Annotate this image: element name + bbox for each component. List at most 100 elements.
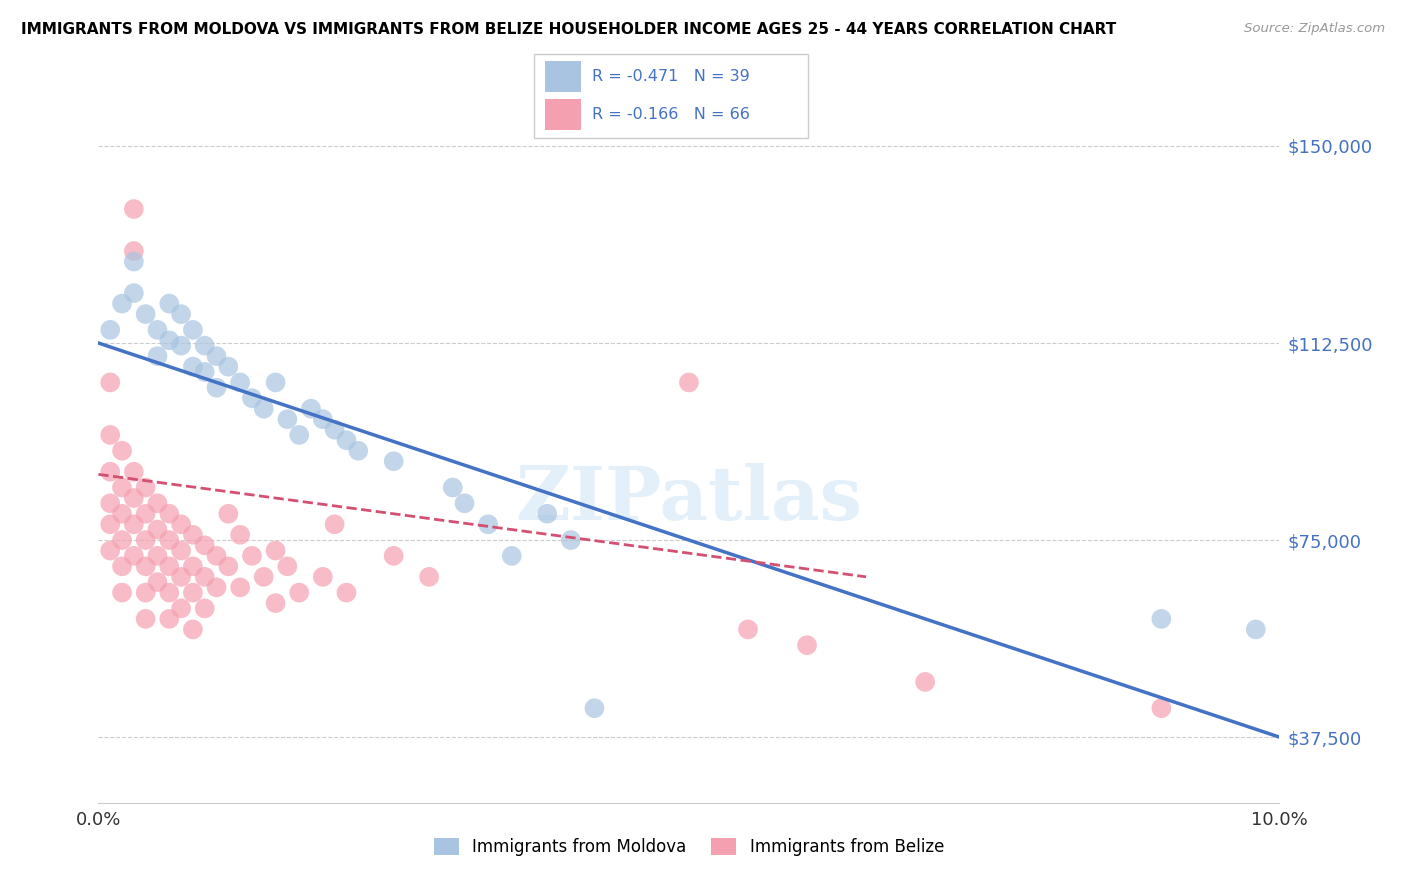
Point (157, 612, 180, 626)
Point (253, 570, 276, 584)
Point (146, 549, 169, 563)
Point (181, 359, 204, 374)
Point (135, 559, 157, 574)
Point (98, 496, 121, 510)
Point (560, 533, 582, 547)
Point (441, 481, 464, 495)
Point (135, 585, 157, 599)
Point (205, 349, 228, 363)
Point (135, 507, 157, 521)
Point (181, 528, 204, 542)
Point (135, 481, 157, 495)
Point (157, 585, 180, 599)
Point (157, 559, 180, 574)
Point (796, 638, 818, 652)
Legend: Immigrants from Moldova, Immigrants from Belize: Immigrants from Moldova, Immigrants from… (427, 831, 950, 863)
Point (264, 376, 287, 390)
Point (122, 244, 145, 258)
Point (477, 517, 499, 532)
Point (382, 549, 405, 563)
Point (276, 559, 298, 574)
Point (194, 338, 217, 352)
Point (276, 412, 298, 426)
Point (453, 496, 475, 510)
Point (157, 334, 180, 348)
Point (146, 523, 169, 537)
Point (111, 481, 134, 495)
Point (229, 376, 252, 390)
Point (914, 675, 936, 690)
Bar (546, 62, 581, 92)
Text: ZIPatlas: ZIPatlas (516, 463, 862, 536)
Point (135, 307, 157, 321)
Point (111, 533, 134, 547)
Point (240, 391, 263, 405)
Point (288, 428, 311, 442)
Point (122, 491, 145, 505)
Point (111, 559, 134, 574)
Point (312, 412, 335, 426)
Point (335, 434, 357, 448)
Text: R = -0.166   N = 66: R = -0.166 N = 66 (592, 107, 749, 122)
Point (229, 528, 252, 542)
Point (98, 517, 121, 532)
Point (111, 296, 134, 310)
Point (181, 623, 204, 637)
Point (583, 701, 606, 715)
Text: Source: ZipAtlas.com: Source: ZipAtlas.com (1244, 22, 1385, 36)
Point (170, 570, 193, 584)
Point (146, 496, 169, 510)
Point (122, 202, 145, 216)
Point (335, 585, 357, 599)
Point (1150, 701, 1173, 715)
Point (501, 549, 523, 563)
Point (194, 538, 217, 552)
Point (217, 559, 239, 574)
Point (194, 570, 217, 584)
Point (240, 549, 263, 563)
Point (288, 585, 311, 599)
Point (737, 623, 759, 637)
Point (122, 549, 145, 563)
Text: R = -0.471   N = 39: R = -0.471 N = 39 (592, 69, 749, 84)
Point (217, 359, 239, 374)
Point (1244, 623, 1267, 637)
Point (312, 570, 335, 584)
Point (157, 533, 180, 547)
Point (205, 580, 228, 594)
Point (323, 423, 346, 437)
Point (170, 517, 193, 532)
Text: IMMIGRANTS FROM MOLDOVA VS IMMIGRANTS FROM BELIZE HOUSEHOLDER INCOME AGES 25 - 4: IMMIGRANTS FROM MOLDOVA VS IMMIGRANTS FR… (21, 22, 1116, 37)
Point (146, 349, 169, 363)
Point (264, 543, 287, 558)
Point (146, 575, 169, 590)
Point (157, 507, 180, 521)
Point (299, 401, 322, 416)
Point (122, 517, 145, 532)
Point (135, 533, 157, 547)
Point (170, 601, 193, 615)
Point (170, 307, 193, 321)
Point (205, 381, 228, 395)
Point (122, 254, 145, 268)
Point (418, 570, 440, 584)
Point (382, 454, 405, 468)
Point (122, 286, 145, 301)
Point (181, 559, 204, 574)
Point (146, 323, 169, 337)
Point (347, 443, 370, 458)
Point (98, 376, 121, 390)
Point (170, 543, 193, 558)
Point (181, 323, 204, 337)
FancyBboxPatch shape (534, 54, 808, 138)
Point (253, 401, 276, 416)
Point (217, 507, 239, 521)
Point (111, 585, 134, 599)
Point (98, 323, 121, 337)
Point (111, 507, 134, 521)
Point (122, 465, 145, 479)
Point (98, 465, 121, 479)
Point (98, 543, 121, 558)
Point (323, 517, 346, 532)
Point (536, 507, 558, 521)
